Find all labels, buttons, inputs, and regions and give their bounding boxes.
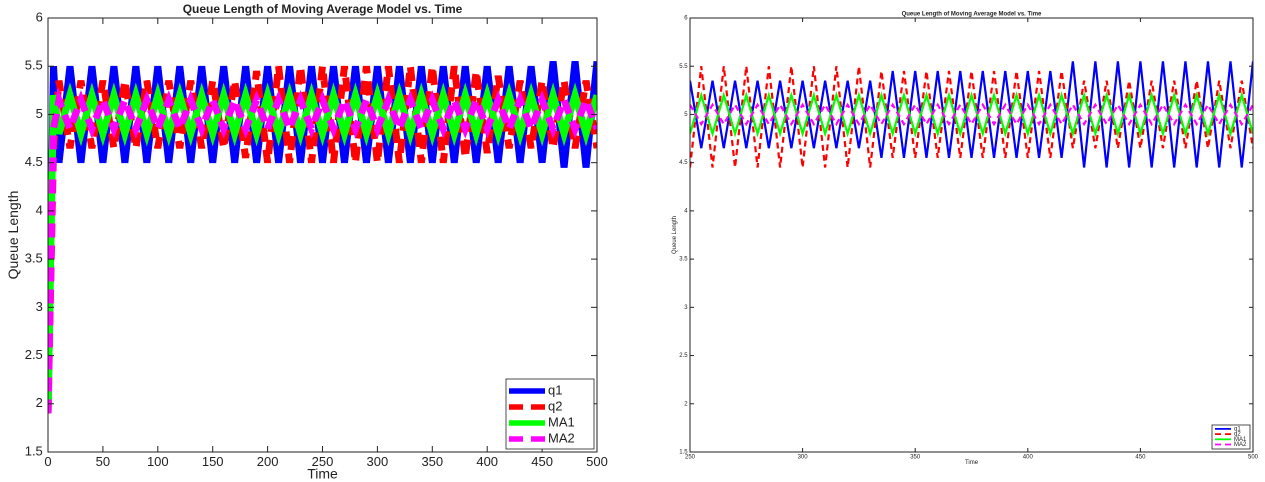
x-tick-label: 300 [798, 454, 809, 460]
y-tick-label: 4.5 [25, 154, 43, 169]
chart-title: Queue Length of Moving Average Model vs.… [183, 2, 463, 16]
series-line [48, 87, 597, 414]
plot-frame [689, 17, 1254, 453]
y-tick-label: 3.5 [25, 251, 43, 266]
series-line [690, 91, 1253, 138]
x-axis-label: Time [965, 460, 979, 466]
legend-label: q2 [548, 398, 562, 413]
x-tick-label: 50 [96, 454, 110, 469]
y-tick-label: 1.5 [25, 443, 43, 458]
series-line [690, 61, 1253, 168]
y-tick-label: 5 [684, 112, 688, 118]
x-tick-label: 250 [312, 454, 334, 469]
y-tick-label: 4.5 [679, 160, 688, 166]
x-axis-label: Time [307, 465, 338, 481]
x-tick-label: 350 [421, 454, 443, 469]
y-tick-label: 3.5 [679, 257, 688, 263]
y-axis-label: Queue Length [672, 216, 678, 254]
legend-label: q1 [1234, 426, 1241, 432]
series-line [690, 102, 1253, 127]
y-tick-label: 1.5 [679, 450, 688, 456]
x-tick-label: 100 [147, 454, 169, 469]
series-line [690, 66, 1253, 168]
x-tick-label: 450 [1135, 454, 1146, 460]
y-axis-label: Queue Length [5, 191, 21, 280]
x-tick-label: 450 [531, 454, 553, 469]
x-tick-label: 150 [202, 454, 224, 469]
y-tick-label: 2 [36, 395, 43, 410]
x-tick-label: 200 [257, 454, 279, 469]
chart: 0 50 100 150 200 250 300 350 400 450 500 1.5 2 2.5 3 3.… [5, 2, 608, 482]
y-tick-label: 5.5 [679, 64, 688, 70]
legend-label: q2 [1234, 432, 1241, 438]
chart-title: Queue Length of Moving Average Model vs.… [902, 11, 1042, 17]
y-tick-label: 6 [684, 16, 688, 22]
legend-label: q1 [548, 382, 562, 397]
x-tick-label: 0 [44, 454, 51, 469]
x-tick-label: 350 [910, 454, 921, 460]
legend-label: MA1 [1234, 437, 1247, 443]
y-tick-label: 2.5 [679, 353, 688, 359]
y-tick-label: 3 [684, 305, 688, 311]
legend-label: MA2 [1234, 442, 1247, 448]
y-tick-label: 6 [36, 9, 43, 24]
x-tick-label: 250 [685, 454, 696, 460]
y-tick-label: 3 [36, 299, 43, 314]
x-tick-label: 500 [586, 454, 608, 469]
y-tick-label: 2.5 [25, 347, 43, 362]
x-tick-label: 400 [1023, 454, 1034, 460]
legend-label: MA1 [548, 414, 575, 429]
legend-label: MA2 [548, 430, 575, 445]
y-tick-label: 2 [684, 401, 688, 407]
y-tick-label: 5 [36, 106, 43, 121]
y-tick-label: 4 [36, 202, 43, 217]
x-tick-label: 300 [367, 454, 389, 469]
x-tick-label: 400 [476, 454, 498, 469]
y-tick-label: 4 [684, 208, 688, 214]
x-tick-label: 500 [1248, 454, 1259, 460]
chart: 250 300 350 400 450 500 1.5 2 2.5 3 3.5 4 4.5 5 5.5 6 Qu… [672, 11, 1259, 466]
y-tick-label: 5.5 [25, 58, 43, 73]
